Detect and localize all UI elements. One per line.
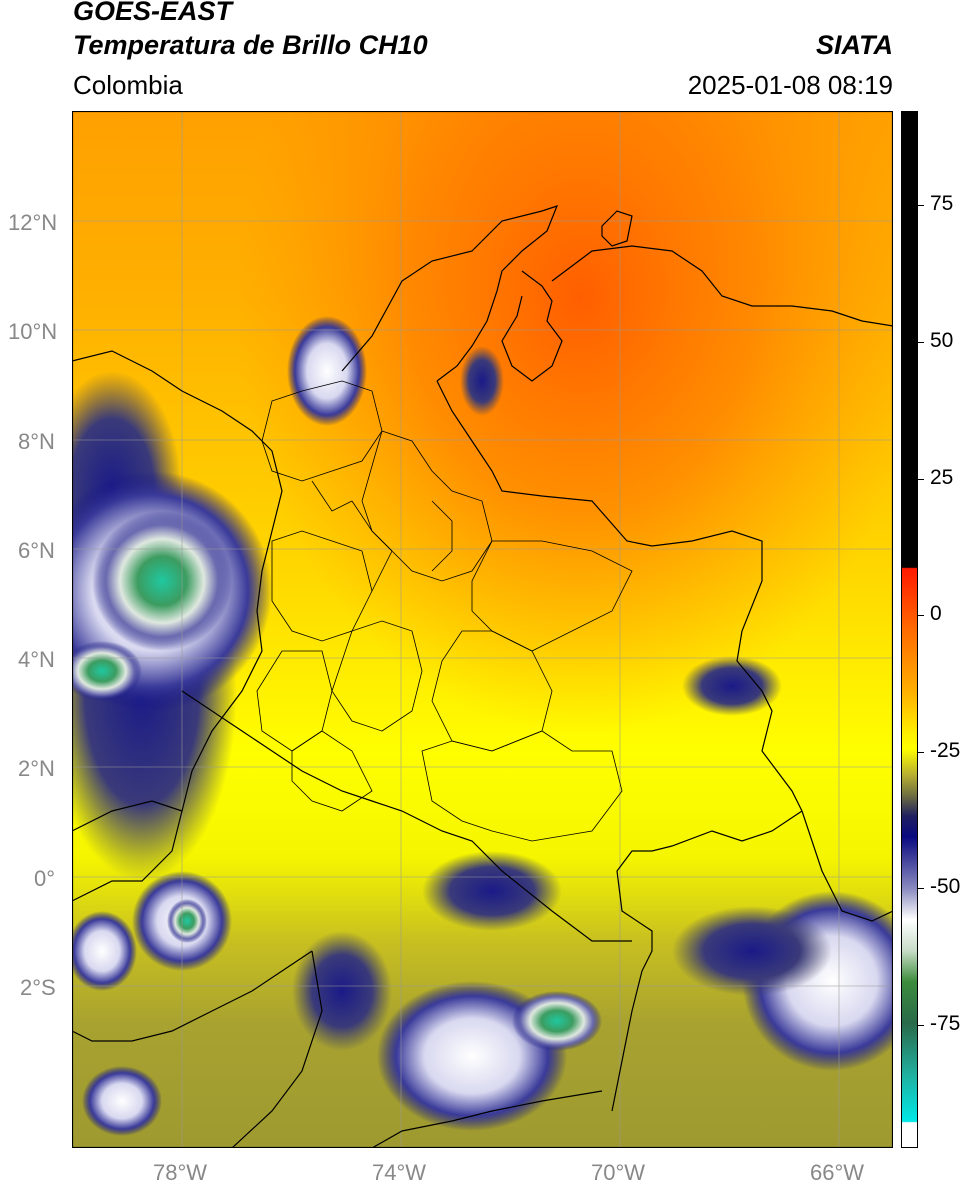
colorbar-tick-minus75: -75: [930, 1012, 961, 1035]
lat-label-0: 0°: [34, 866, 56, 891]
timestamp-label: 2025-01-08 08:19: [687, 70, 893, 100]
lon-label-66w: 66°W: [810, 1160, 865, 1185]
lat-label-8n: 8°N: [18, 429, 55, 454]
product-title: Temperatura de Brillo CH10: [73, 30, 428, 60]
agency-label: SIATA: [816, 30, 893, 60]
map-frame: [72, 111, 893, 1148]
colorbar-tick-minus25: -25: [930, 739, 961, 762]
colorbar-tick-minus50: -50: [930, 875, 961, 898]
lon-label-78w: 78°W: [153, 1160, 208, 1185]
colorbar: [901, 111, 918, 1148]
colorbar-tick-25: 25: [930, 466, 954, 489]
colorbar-tick-50: 50: [930, 329, 954, 352]
satellite-map: [72, 111, 893, 1148]
lat-label-2s: 2°S: [20, 975, 56, 1000]
lat-label-6n: 6°N: [18, 538, 55, 563]
graticule: [72, 111, 893, 1148]
lon-label-70w: 70°W: [591, 1160, 646, 1185]
brightness-temperature-field: [72, 111, 893, 1148]
region-label: Colombia: [73, 70, 183, 100]
satellite-title: GOES-EAST: [73, 0, 233, 26]
colorbar-tick-75: 75: [930, 192, 954, 215]
department-borders: [256, 380, 633, 842]
lat-label-4n: 4°N: [18, 647, 55, 672]
lon-label-74w: 74°W: [372, 1160, 427, 1185]
lat-label-10n: 10°N: [8, 319, 58, 344]
lat-label-2n: 2°N: [18, 756, 55, 781]
colorbar-tick-0: 0: [930, 602, 942, 625]
lat-label-12n: 12°N: [8, 210, 58, 235]
country-borders: [72, 205, 893, 1148]
